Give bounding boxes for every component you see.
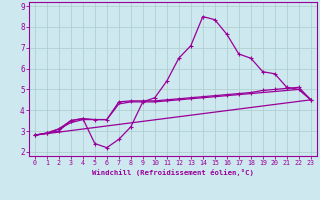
X-axis label: Windchill (Refroidissement éolien,°C): Windchill (Refroidissement éolien,°C) [92, 169, 254, 176]
